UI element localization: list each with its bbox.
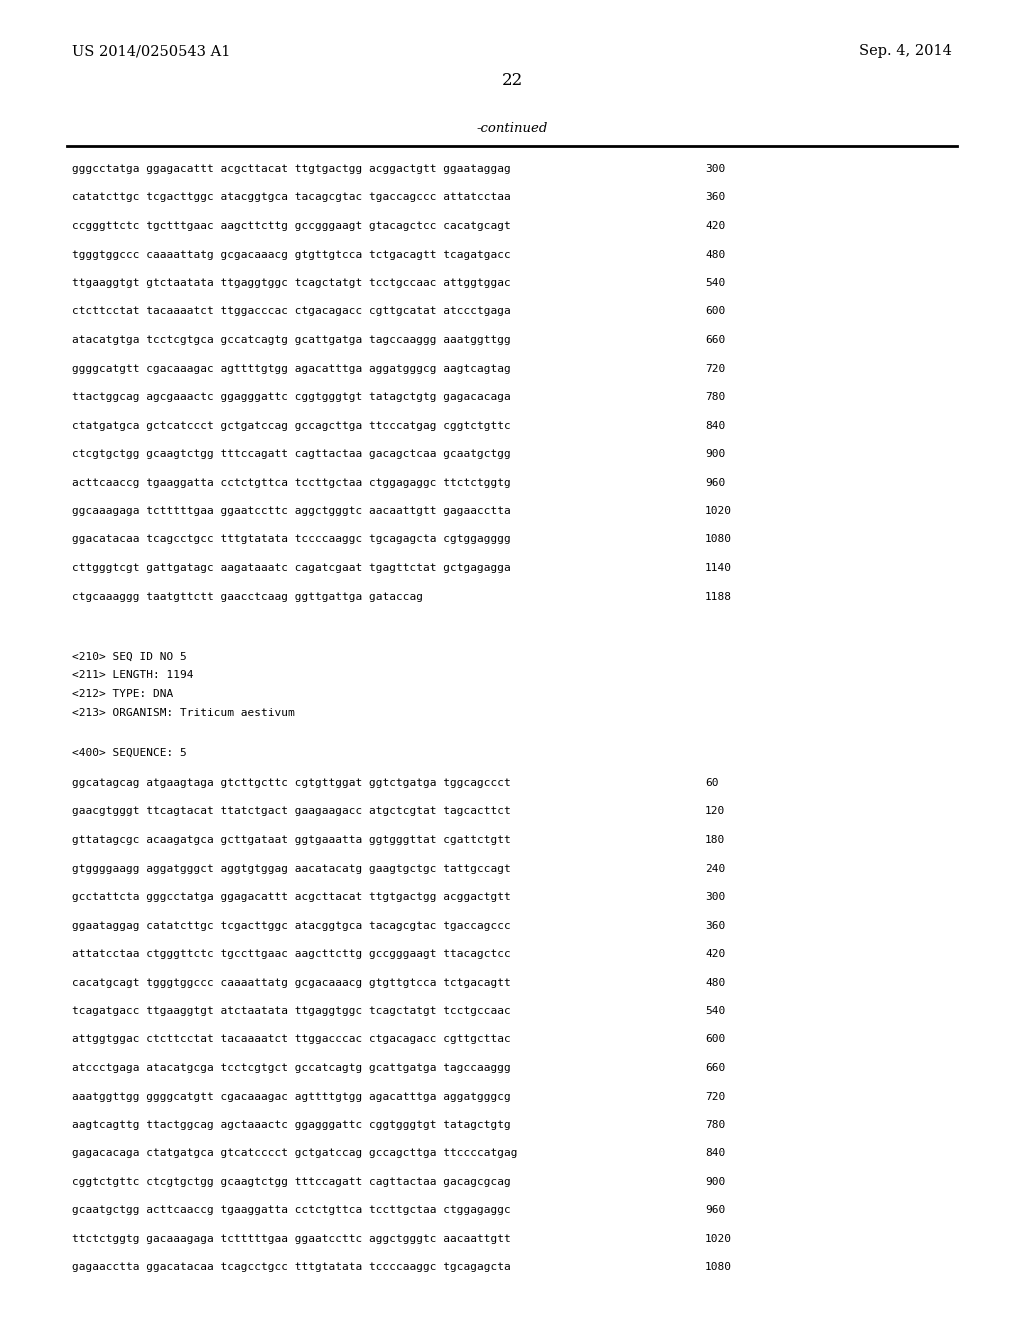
Text: ggaataggag catatcttgc tcgacttggc atacggtgca tacagcgtac tgaccagccc: ggaataggag catatcttgc tcgacttggc atacggt… [72, 920, 511, 931]
Text: ggacatacaa tcagcctgcc tttgtatata tccccaaggc tgcagagcta cgtggagggg: ggacatacaa tcagcctgcc tttgtatata tccccaa… [72, 535, 511, 544]
Text: 1140: 1140 [705, 564, 732, 573]
Text: gcaatgctgg acttcaaccg tgaaggatta cctctgttca tccttgctaa ctggagaggc: gcaatgctgg acttcaaccg tgaaggatta cctctgt… [72, 1205, 511, 1216]
Text: gagaacctta ggacatacaa tcagcctgcc tttgtatata tccccaaggc tgcagagcta: gagaacctta ggacatacaa tcagcctgcc tttgtat… [72, 1262, 511, 1272]
Text: 420: 420 [705, 949, 725, 960]
Text: atacatgtga tcctcgtgca gccatcagtg gcattgatga tagccaaggg aaatggttgg: atacatgtga tcctcgtgca gccatcagtg gcattga… [72, 335, 511, 345]
Text: ctgcaaaggg taatgttctt gaacctcaag ggttgattga gataccag: ctgcaaaggg taatgttctt gaacctcaag ggttgat… [72, 591, 423, 602]
Text: -continued: -continued [476, 121, 548, 135]
Text: ctcgtgctgg gcaagtctgg tttccagatt cagttactaa gacagctcaa gcaatgctgg: ctcgtgctgg gcaagtctgg tttccagatt cagttac… [72, 449, 511, 459]
Text: 960: 960 [705, 478, 725, 487]
Text: 720: 720 [705, 1092, 725, 1101]
Text: <212> TYPE: DNA: <212> TYPE: DNA [72, 689, 173, 700]
Text: 1188: 1188 [705, 591, 732, 602]
Text: 900: 900 [705, 1177, 725, 1187]
Text: 240: 240 [705, 863, 725, 874]
Text: atccctgaga atacatgcga tcctcgtgct gccatcagtg gcattgatga tagccaaggg: atccctgaga atacatgcga tcctcgtgct gccatca… [72, 1063, 511, 1073]
Text: 840: 840 [705, 1148, 725, 1159]
Text: 540: 540 [705, 1006, 725, 1016]
Text: ttctctggtg gacaaagaga tctttttgaa ggaatccttc aggctgggtc aacaattgtt: ttctctggtg gacaaagaga tctttttgaa ggaatcc… [72, 1234, 511, 1243]
Text: 60: 60 [705, 777, 719, 788]
Text: ctatgatgca gctcatccct gctgatccag gccagcttga ttcccatgag cggtctgttc: ctatgatgca gctcatccct gctgatccag gccagct… [72, 421, 511, 430]
Text: tgggtggccc caaaattatg gcgacaaacg gtgttgtcca tctgacagtt tcagatgacc: tgggtggccc caaaattatg gcgacaaacg gtgttgt… [72, 249, 511, 260]
Text: 1080: 1080 [705, 1262, 732, 1272]
Text: cggtctgttc ctcgtgctgg gcaagtctgg tttccagatt cagttactaa gacagcgcag: cggtctgttc ctcgtgctgg gcaagtctgg tttccag… [72, 1177, 511, 1187]
Text: 600: 600 [705, 1035, 725, 1044]
Text: ggcaaagaga tctttttgaa ggaatccttc aggctgggtc aacaattgtt gagaacctta: ggcaaagaga tctttttgaa ggaatccttc aggctgg… [72, 506, 511, 516]
Text: 660: 660 [705, 1063, 725, 1073]
Text: 180: 180 [705, 836, 725, 845]
Text: <213> ORGANISM: Triticum aestivum: <213> ORGANISM: Triticum aestivum [72, 708, 295, 718]
Text: gtggggaagg aggatgggct aggtgtggag aacatacatg gaagtgctgc tattgccagt: gtggggaagg aggatgggct aggtgtggag aacatac… [72, 863, 511, 874]
Text: acttcaaccg tgaaggatta cctctgttca tccttgctaa ctggagaggc ttctctggtg: acttcaaccg tgaaggatta cctctgttca tccttgc… [72, 478, 511, 487]
Text: 780: 780 [705, 1119, 725, 1130]
Text: aaatggttgg ggggcatgtt cgacaaagac agttttgtgg agacatttga aggatgggcg: aaatggttgg ggggcatgtt cgacaaagac agttttg… [72, 1092, 511, 1101]
Text: 600: 600 [705, 306, 725, 317]
Text: ctcttcctat tacaaaatct ttggacccac ctgacagacc cgttgcatat atccctgaga: ctcttcctat tacaaaatct ttggacccac ctgacag… [72, 306, 511, 317]
Text: gggcctatga ggagacattt acgcttacat ttgtgactgg acggactgtt ggaataggag: gggcctatga ggagacattt acgcttacat ttgtgac… [72, 164, 511, 174]
Text: 720: 720 [705, 363, 725, 374]
Text: 360: 360 [705, 920, 725, 931]
Text: ggggcatgtt cgacaaagac agttttgtgg agacatttga aggatgggcg aagtcagtag: ggggcatgtt cgacaaagac agttttgtgg agacatt… [72, 363, 511, 374]
Text: 780: 780 [705, 392, 725, 403]
Text: 420: 420 [705, 220, 725, 231]
Text: catatcttgc tcgacttggc atacggtgca tacagcgtac tgaccagccc attatcctaa: catatcttgc tcgacttggc atacggtgca tacagcg… [72, 193, 511, 202]
Text: cacatgcagt tgggtggccc caaaattatg gcgacaaacg gtgttgtcca tctgacagtt: cacatgcagt tgggtggccc caaaattatg gcgacaa… [72, 978, 511, 987]
Text: cttgggtcgt gattgatagc aagataaatc cagatcgaat tgagttctat gctgagagga: cttgggtcgt gattgatagc aagataaatc cagatcg… [72, 564, 511, 573]
Text: 960: 960 [705, 1205, 725, 1216]
Text: aagtcagttg ttactggcag agctaaactc ggagggattc cggtgggtgt tatagctgtg: aagtcagttg ttactggcag agctaaactc ggaggga… [72, 1119, 511, 1130]
Text: gttatagcgc acaagatgca gcttgataat ggtgaaatta ggtgggttat cgattctgtt: gttatagcgc acaagatgca gcttgataat ggtgaaa… [72, 836, 511, 845]
Text: ccgggttctc tgctttgaac aagcttcttg gccgggaagt gtacagctcc cacatgcagt: ccgggttctc tgctttgaac aagcttcttg gccggga… [72, 220, 511, 231]
Text: ttgaaggtgt gtctaatata ttgaggtggc tcagctatgt tcctgccaac attggtggac: ttgaaggtgt gtctaatata ttgaggtggc tcagcta… [72, 279, 511, 288]
Text: <400> SEQUENCE: 5: <400> SEQUENCE: 5 [72, 748, 186, 758]
Text: tcagatgacc ttgaaggtgt atctaatata ttgaggtggc tcagctatgt tcctgccaac: tcagatgacc ttgaaggtgt atctaatata ttgaggt… [72, 1006, 511, 1016]
Text: 1020: 1020 [705, 506, 732, 516]
Text: 120: 120 [705, 807, 725, 817]
Text: attggtggac ctcttcctat tacaaaatct ttggacccac ctgacagacc cgttgcttac: attggtggac ctcttcctat tacaaaatct ttggacc… [72, 1035, 511, 1044]
Text: 480: 480 [705, 249, 725, 260]
Text: 900: 900 [705, 449, 725, 459]
Text: gaacgtgggt ttcagtacat ttatctgact gaagaagacc atgctcgtat tagcacttct: gaacgtgggt ttcagtacat ttatctgact gaagaag… [72, 807, 511, 817]
Text: attatcctaa ctgggttctc tgccttgaac aagcttcttg gccgggaagt ttacagctcc: attatcctaa ctgggttctc tgccttgaac aagcttc… [72, 949, 511, 960]
Text: ttactggcag agcgaaactc ggagggattc cggtgggtgt tatagctgtg gagacacaga: ttactggcag agcgaaactc ggagggattc cggtggg… [72, 392, 511, 403]
Text: <211> LENGTH: 1194: <211> LENGTH: 1194 [72, 671, 194, 681]
Text: 1080: 1080 [705, 535, 732, 544]
Text: 300: 300 [705, 892, 725, 902]
Text: gagacacaga ctatgatgca gtcatcccct gctgatccag gccagcttga ttccccatgag: gagacacaga ctatgatgca gtcatcccct gctgatc… [72, 1148, 517, 1159]
Text: 360: 360 [705, 193, 725, 202]
Text: ggcatagcag atgaagtaga gtcttgcttc cgtgttggat ggtctgatga tggcagccct: ggcatagcag atgaagtaga gtcttgcttc cgtgttg… [72, 777, 511, 788]
Text: 540: 540 [705, 279, 725, 288]
Text: Sep. 4, 2014: Sep. 4, 2014 [859, 44, 952, 58]
Text: 840: 840 [705, 421, 725, 430]
Text: US 2014/0250543 A1: US 2014/0250543 A1 [72, 44, 230, 58]
Text: gcctattcta gggcctatga ggagacattt acgcttacat ttgtgactgg acggactgtt: gcctattcta gggcctatga ggagacattt acgctta… [72, 892, 511, 902]
Text: 300: 300 [705, 164, 725, 174]
Text: <210> SEQ ID NO 5: <210> SEQ ID NO 5 [72, 652, 186, 663]
Text: 480: 480 [705, 978, 725, 987]
Text: 22: 22 [502, 73, 522, 88]
Text: 1020: 1020 [705, 1234, 732, 1243]
Text: 660: 660 [705, 335, 725, 345]
